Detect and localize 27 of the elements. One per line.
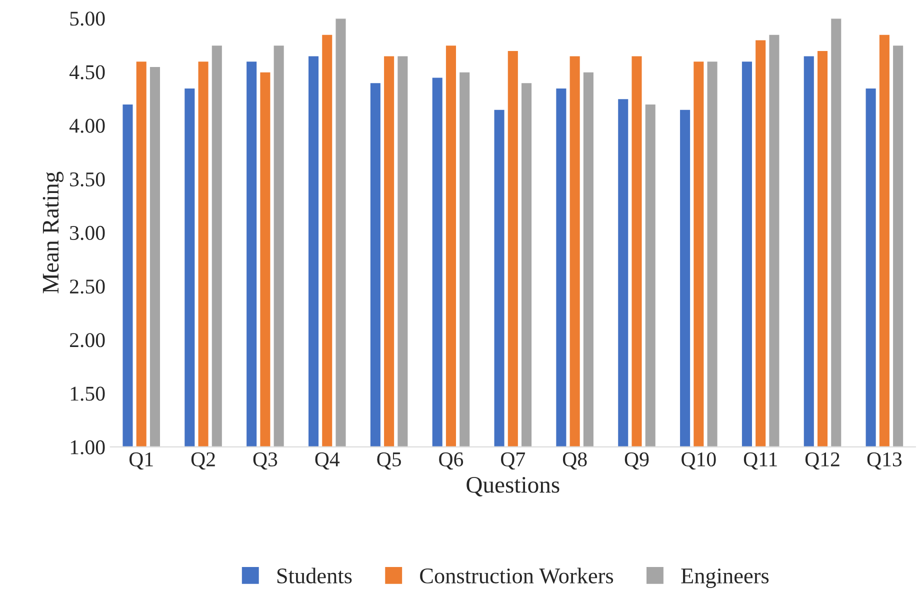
legend-label: Engineers [681,568,769,588]
y-tick-label: 4.00 [69,118,105,133]
legend-label: Construction Workers [420,568,614,584]
x-tick-label: Q12 [805,452,840,470]
y-tick-label: 2.00 [70,333,105,348]
y-tick-label: 1.50 [70,386,105,401]
x-tick-label: Q3 [253,452,278,470]
x-tick-label: Q7 [501,452,526,470]
y-tick-label: 2.50 [70,280,105,294]
x-tick-label: Q13 [867,452,902,470]
x-tick-label: Q6 [439,452,464,470]
x-tick-label: Q2 [191,452,215,470]
legend-label: Students [277,568,352,584]
y-axis-title: Mean Rating [42,172,64,294]
x-tick-label: Q9 [624,452,649,470]
y-tick-label: 5.00 [70,12,105,26]
x-tick-label: Q5 [377,452,401,470]
x-tick-label: Q10 [682,452,716,470]
x-tick-label: Q1 [129,452,153,470]
y-tick-label: 1.00 [70,440,105,454]
x-tick-label: Q8 [562,452,587,470]
x-tick-label: Q11 [744,452,777,470]
x-axis-title: Questions [466,476,560,496]
y-tick-label: 4.50 [69,65,105,80]
y-tick-label: 3.50 [70,172,105,187]
x-tick-label: Q4 [315,452,340,470]
y-tick-label: 3.00 [70,226,105,240]
